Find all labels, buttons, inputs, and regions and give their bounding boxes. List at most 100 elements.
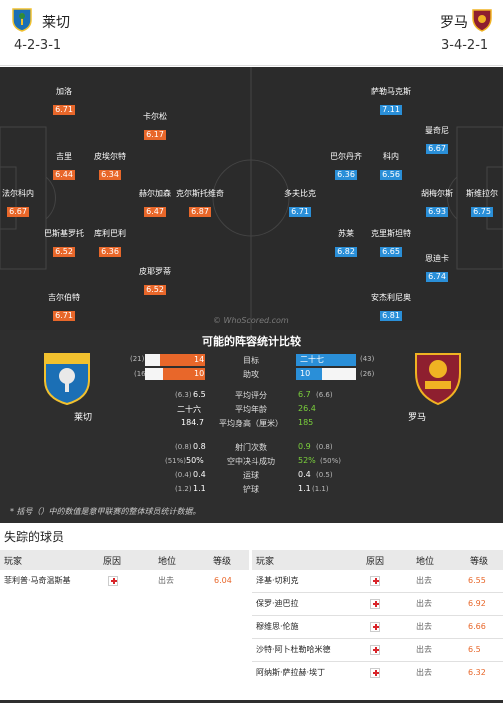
home-player[interactable]: 库利巴利 6.36 — [80, 229, 140, 258]
player-name: 皮埃尔特 — [94, 152, 126, 161]
injury-icon — [108, 576, 118, 586]
away-avg-height: 185 — [298, 418, 314, 427]
stats-title: 可能的阵容统计比较 — [202, 335, 301, 348]
home-tackles-league: (1.2) — [175, 485, 192, 493]
player-name: 皮耶罗蒂 — [139, 267, 171, 276]
home-player[interactable]: 吉里 6.44 — [34, 152, 94, 181]
away-missing-row[interactable]: 沙特·阿卜杜勒哈米德 出去 6.5 — [252, 640, 503, 660]
stat-label-shots: 射门次数 — [235, 443, 267, 452]
home-player[interactable]: 巴斯基罗托 6.52 — [34, 229, 94, 258]
roma-crest-icon — [472, 9, 492, 32]
missing-player-name[interactable]: 沙特·阿卜杜勒哈米德 — [256, 645, 331, 654]
player-name: 克尔斯托维奇 — [176, 189, 224, 198]
missing-status: 出去 — [416, 668, 432, 677]
player-rating: 6.71 — [289, 207, 311, 217]
away-player[interactable]: 斯维拉尔 6.75 — [452, 189, 503, 218]
away-goals-league: (43) — [360, 355, 375, 363]
away-player[interactable]: 苏莱 6.82 — [316, 229, 376, 258]
missing-status: 出去 — [416, 599, 432, 608]
formation-pitch: 加洛 6.71 卡尔松 6.17 吉里 6.44 皮埃尔特 6.34 法尔科内 … — [0, 67, 503, 330]
missing-rating: 6.32 — [468, 668, 486, 677]
away-missing-header — [252, 550, 503, 570]
home-avg-rating: 6.5 — [193, 390, 206, 399]
away-avg-rating: 6.7 — [298, 390, 311, 399]
away-formation: 3-4-2-1 — [441, 38, 489, 53]
missing-status: 出去 — [158, 576, 174, 585]
player-name: 萨勒马克斯 — [371, 87, 411, 96]
missing-rating: 6.04 — [214, 576, 232, 585]
away-shots: 0.9 — [298, 442, 311, 451]
home-player[interactable]: 皮耶罗蒂 6.52 — [125, 267, 185, 296]
player-name: 多夫比克 — [284, 189, 316, 198]
col-reason: 原因 — [366, 557, 385, 567]
missing-rating: 6.66 — [468, 622, 486, 631]
away-player[interactable]: 胡梅尔斯 6.93 — [407, 189, 467, 218]
away-goals-bar — [296, 354, 356, 366]
home-player[interactable]: 卡尔松 6.17 — [125, 112, 185, 141]
away-team-name[interactable]: 罗马 — [440, 15, 468, 31]
away-player[interactable]: 曼奇尼 6.67 — [407, 126, 467, 155]
lecce-crest-icon — [12, 8, 32, 32]
player-rating: 6.74 — [426, 272, 448, 282]
away-player[interactable]: 多夫比克 6.71 — [270, 189, 330, 218]
player-name: 赫尔加森 — [139, 189, 171, 198]
away-missing-row[interactable]: 阿纳斯·萨拉赫·埃丁 出去 6.32 — [252, 663, 503, 683]
home-goals-bar — [160, 354, 205, 366]
home-player[interactable]: 赫尔加森 6.47 — [125, 189, 185, 218]
missing-player-name[interactable]: 菲利普·马奇温斯基 — [4, 576, 71, 585]
missing-player-name[interactable]: 阿纳斯·萨拉赫·埃丁 — [256, 668, 326, 677]
row-divider — [252, 661, 503, 662]
home-player[interactable]: 吉尔伯特 6.71 — [34, 293, 94, 322]
missing-player-name[interactable]: 泽基·切利克 — [256, 576, 299, 585]
home-shots-league: (0.8) — [175, 443, 192, 451]
away-avg-rating-league: (6.6) — [316, 391, 333, 399]
player-name: 斯维拉尔 — [466, 189, 498, 198]
home-player[interactable]: 克尔斯托维奇 6.87 — [170, 189, 230, 218]
away-player[interactable]: 巴尔丹齐 6.36 — [316, 152, 376, 181]
row-divider — [252, 592, 503, 593]
away-goals: 二十七 — [300, 355, 324, 364]
injury-icon — [370, 599, 380, 609]
missing-status: 出去 — [416, 645, 432, 654]
away-player[interactable]: 安杰利尼奥 6.81 — [361, 293, 421, 322]
away-player[interactable]: 科内 6.56 — [361, 152, 421, 181]
home-player[interactable]: 皮埃尔特 6.34 — [80, 152, 140, 181]
home-avg-height: 184.7 — [181, 418, 204, 427]
away-missing-row[interactable]: 保罗·迪巴拉 出去 6.92 — [252, 594, 503, 614]
away-missing-row[interactable]: 泽基·切利克 出去 6.55 — [252, 571, 503, 591]
col-player: 玩家 — [256, 557, 275, 567]
home-missing-row[interactable]: 菲利普·马奇温斯基 出去 6.04 — [0, 571, 249, 591]
home-avg-rating-league: (6.3) — [175, 391, 192, 399]
player-rating: 6.75 — [471, 207, 493, 217]
away-player[interactable]: 萨勒马克斯 7.11 — [361, 87, 421, 116]
stat-label-aerials: 空中决斗成功 — [227, 457, 275, 466]
home-player[interactable]: 法尔科内 6.67 — [0, 189, 48, 218]
player-name: 吉尔伯特 — [48, 293, 80, 302]
player-rating: 6.47 — [144, 207, 166, 217]
player-name: 巴斯基罗托 — [44, 229, 84, 238]
missing-player-name[interactable]: 保罗·迪巴拉 — [256, 599, 299, 608]
match-header: 莱切 4-2-3-1 罗马 3-4-2-1 — [0, 0, 503, 66]
home-shots: 0.8 — [193, 442, 206, 451]
stats-footnote: * 括号（）中的数值是意甲联赛的整体球员统计数据。 — [10, 507, 201, 516]
home-player[interactable]: 加洛 6.71 — [34, 87, 94, 116]
col-rating: 等级 — [213, 557, 232, 567]
missing-player-name[interactable]: 穆维思·伦施 — [256, 622, 299, 631]
stat-label-avg-rating: 平均评分 — [235, 391, 267, 400]
injury-icon — [370, 645, 380, 655]
away-player[interactable]: 克里斯坦特 6.65 — [361, 229, 421, 258]
away-aerials: 52% — [298, 456, 316, 465]
away-tackles: 1.1 — [298, 484, 311, 493]
col-status: 地位 — [416, 557, 435, 567]
away-dribbles-league: (0.5) — [316, 471, 333, 479]
away-missing-row[interactable]: 穆维思·伦施 出去 6.66 — [252, 617, 503, 637]
player-name: 苏莱 — [338, 229, 354, 238]
home-dribbles-league: (0.4) — [175, 471, 192, 479]
missing-status: 出去 — [416, 622, 432, 631]
player-name: 吉里 — [56, 152, 72, 161]
home-avg-age: 二十六 — [177, 405, 201, 414]
player-name: 法尔科内 — [2, 189, 34, 198]
player-name: 克里斯坦特 — [371, 229, 411, 238]
away-player[interactable]: 恩迪卡 6.74 — [407, 254, 467, 283]
home-team-name[interactable]: 莱切 — [42, 15, 70, 31]
